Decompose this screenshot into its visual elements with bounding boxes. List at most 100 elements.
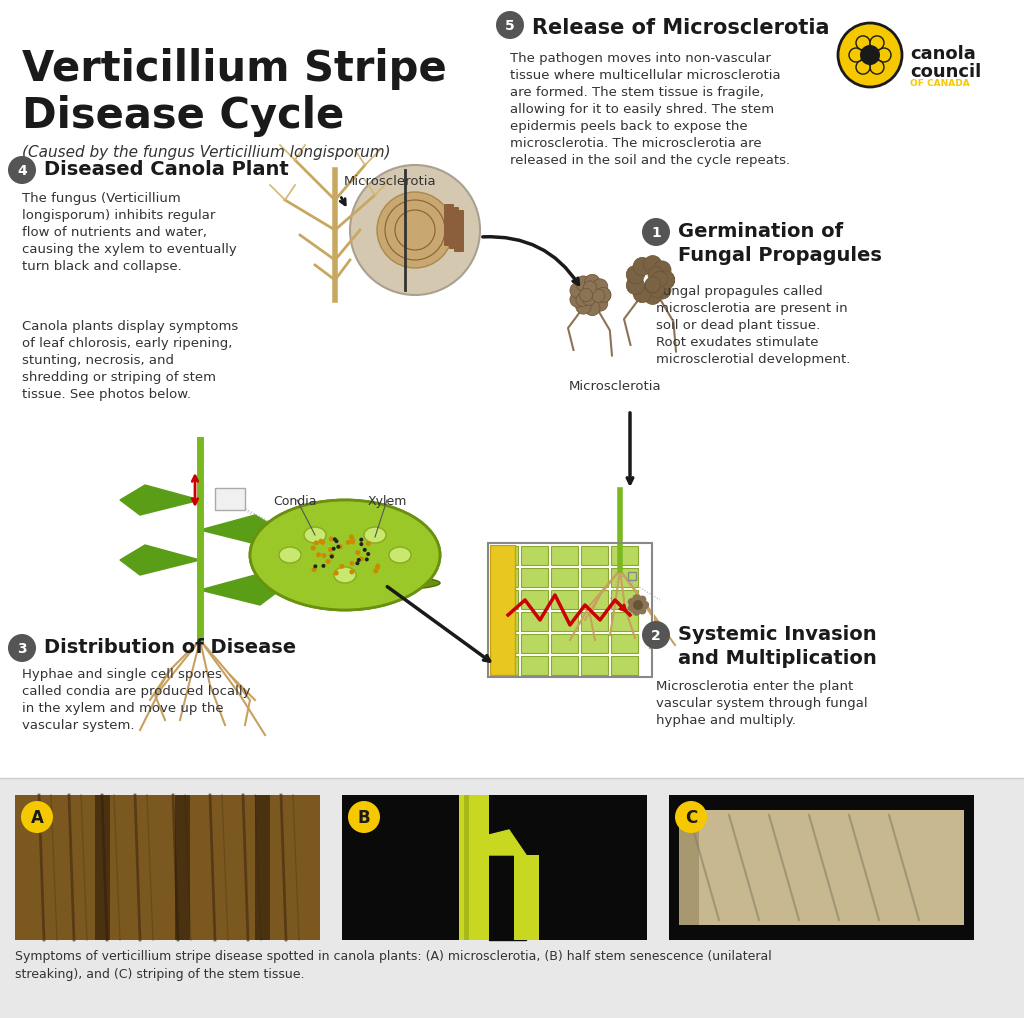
- Text: Verticillium Stripe: Verticillium Stripe: [22, 48, 446, 90]
- FancyBboxPatch shape: [454, 210, 464, 252]
- Circle shape: [336, 545, 340, 549]
- Circle shape: [359, 543, 364, 546]
- FancyBboxPatch shape: [490, 546, 518, 565]
- Circle shape: [584, 281, 597, 294]
- FancyBboxPatch shape: [679, 810, 699, 925]
- Circle shape: [856, 36, 870, 50]
- Circle shape: [653, 281, 671, 299]
- Circle shape: [856, 60, 870, 74]
- Circle shape: [330, 554, 334, 558]
- Circle shape: [575, 298, 591, 315]
- Circle shape: [633, 600, 643, 610]
- Text: OF CANADA: OF CANADA: [910, 79, 970, 88]
- Text: Germination of
Fungal Propagules: Germination of Fungal Propagules: [678, 222, 882, 265]
- Text: Release of Microsclerotia: Release of Microsclerotia: [532, 18, 829, 38]
- Text: A: A: [31, 809, 43, 827]
- FancyBboxPatch shape: [581, 656, 608, 675]
- Circle shape: [592, 289, 605, 302]
- Ellipse shape: [279, 547, 301, 563]
- FancyBboxPatch shape: [490, 612, 518, 631]
- FancyBboxPatch shape: [581, 590, 608, 609]
- Text: Xylem: Xylem: [368, 495, 407, 508]
- Text: Diseased Canola Plant: Diseased Canola Plant: [44, 160, 289, 179]
- Circle shape: [593, 279, 608, 294]
- Circle shape: [648, 267, 664, 282]
- Circle shape: [638, 607, 646, 615]
- Ellipse shape: [364, 527, 386, 543]
- Circle shape: [653, 261, 671, 279]
- Text: C: C: [685, 809, 697, 827]
- Circle shape: [377, 192, 453, 268]
- Polygon shape: [200, 575, 280, 605]
- Circle shape: [22, 801, 53, 833]
- Circle shape: [585, 300, 600, 316]
- Circle shape: [358, 557, 364, 562]
- Text: council: council: [910, 63, 981, 81]
- Circle shape: [877, 48, 891, 62]
- Text: Microsclerotia: Microsclerotia: [344, 175, 436, 188]
- Circle shape: [870, 36, 884, 50]
- Circle shape: [330, 555, 334, 559]
- Text: canola: canola: [910, 45, 976, 63]
- FancyBboxPatch shape: [551, 590, 578, 609]
- Circle shape: [652, 271, 668, 287]
- Circle shape: [333, 538, 337, 542]
- Circle shape: [362, 548, 367, 552]
- FancyBboxPatch shape: [611, 656, 638, 675]
- Circle shape: [656, 271, 675, 289]
- Circle shape: [350, 539, 355, 543]
- Circle shape: [375, 565, 380, 570]
- Circle shape: [838, 23, 902, 87]
- Text: 4: 4: [17, 164, 27, 178]
- Circle shape: [641, 601, 649, 609]
- Text: (Caused by the fungus Verticillium longisporum): (Caused by the fungus Verticillium longi…: [22, 145, 390, 160]
- Circle shape: [570, 283, 586, 298]
- Circle shape: [316, 553, 322, 557]
- Circle shape: [633, 608, 640, 616]
- FancyBboxPatch shape: [551, 546, 578, 565]
- Circle shape: [641, 601, 649, 609]
- FancyBboxPatch shape: [490, 590, 518, 609]
- Text: Disease Cycle: Disease Cycle: [22, 95, 344, 137]
- Circle shape: [321, 540, 326, 545]
- Polygon shape: [200, 515, 280, 545]
- Text: Fungal propagules called
microsclerotia are present in
soil or dead plant tissue: Fungal propagules called microsclerotia …: [656, 285, 850, 366]
- FancyBboxPatch shape: [464, 795, 469, 940]
- FancyBboxPatch shape: [255, 795, 270, 940]
- Circle shape: [355, 561, 359, 565]
- Text: Distribution of Disease: Distribution of Disease: [44, 638, 296, 657]
- Circle shape: [335, 540, 339, 544]
- FancyBboxPatch shape: [0, 778, 1024, 1018]
- Text: Symptoms of verticillium stripe disease spotted in canola plants: (A) microscler: Symptoms of verticillium stripe disease …: [15, 950, 772, 981]
- Circle shape: [366, 541, 371, 546]
- Circle shape: [849, 48, 863, 62]
- Circle shape: [870, 60, 884, 74]
- Polygon shape: [489, 855, 526, 940]
- Circle shape: [346, 540, 351, 545]
- Circle shape: [350, 540, 355, 545]
- Circle shape: [350, 165, 480, 295]
- FancyBboxPatch shape: [521, 546, 548, 565]
- Circle shape: [349, 561, 354, 566]
- Circle shape: [575, 293, 589, 306]
- Circle shape: [644, 256, 662, 274]
- Text: 1: 1: [651, 226, 660, 240]
- Circle shape: [585, 274, 600, 290]
- Circle shape: [349, 569, 354, 574]
- FancyBboxPatch shape: [175, 795, 190, 940]
- Text: Microsclerotia enter the plant
vascular system through fungal
hyphae and multipl: Microsclerotia enter the plant vascular …: [656, 680, 867, 727]
- Circle shape: [633, 284, 651, 302]
- Circle shape: [326, 559, 331, 564]
- Text: Systemic Invasion
and Multiplication: Systemic Invasion and Multiplication: [678, 625, 877, 668]
- Circle shape: [656, 271, 675, 289]
- Ellipse shape: [250, 500, 440, 610]
- Circle shape: [675, 801, 707, 833]
- Circle shape: [593, 296, 608, 312]
- Text: The pathogen moves into non-vascular
tissue where multicellular microsclerotia
a: The pathogen moves into non-vascular tis…: [510, 52, 791, 167]
- FancyBboxPatch shape: [521, 656, 548, 675]
- Circle shape: [334, 570, 339, 575]
- Circle shape: [596, 287, 611, 302]
- FancyBboxPatch shape: [490, 656, 518, 675]
- FancyBboxPatch shape: [611, 546, 638, 565]
- Circle shape: [329, 536, 334, 542]
